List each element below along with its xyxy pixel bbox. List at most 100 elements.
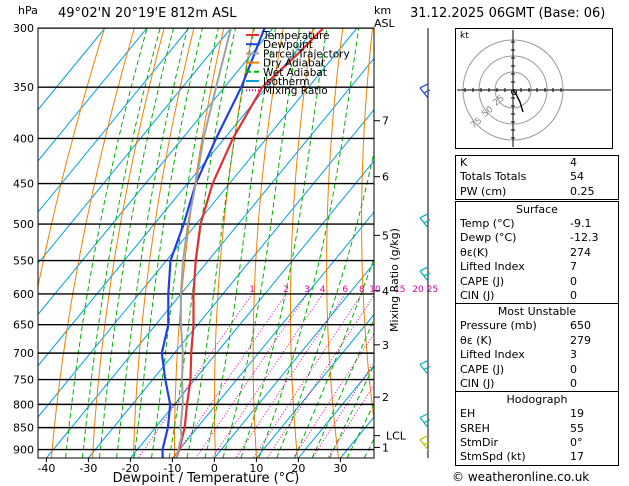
pressure-tick-label: 550 <box>13 255 34 268</box>
wind-barb <box>419 266 431 282</box>
pressure-tick-label: 300 <box>13 22 34 35</box>
isotherm-line <box>298 365 374 458</box>
index-label: SREH <box>460 421 490 435</box>
index-row: StmDir 0° <box>456 436 618 450</box>
index-value: 650 <box>570 319 591 333</box>
pressure-tick-label: 900 <box>13 444 34 457</box>
index-label: Lifted Index <box>460 260 525 274</box>
mixing-ratio-label: 25 <box>427 285 438 295</box>
index-value: 274 <box>570 245 591 259</box>
wet-adiabat-line <box>81 28 161 458</box>
km-tick-label: 2 <box>382 391 389 404</box>
index-value: 19 <box>570 407 584 421</box>
mixing-ratio-label: 1 <box>249 285 255 295</box>
pressure-tick-label: 800 <box>13 398 34 411</box>
pressure-tick-label: 500 <box>13 218 34 231</box>
mixing-ratio-label: 15 <box>394 285 405 295</box>
legend-label: Wet Adiabat <box>263 67 327 79</box>
copyright-footer[interactable]: © weatheronline.co.uk <box>452 470 590 484</box>
x-tick-label: -20 <box>121 462 139 475</box>
wet-adiabat-line <box>65 28 148 458</box>
pressure-tick-label: 450 <box>13 178 34 191</box>
dry-adiabat-line <box>290 28 314 458</box>
wind-barb <box>419 413 431 429</box>
index-label: StmSpd (kt) <box>460 450 526 464</box>
km-tick-label: 6 <box>382 171 389 184</box>
mixing-ratio-label: 3 <box>304 285 310 295</box>
km-label: km <box>374 4 392 17</box>
pressure-unit-label: hPa <box>18 4 38 17</box>
wind-barb <box>419 213 431 229</box>
index-label: PW (cm) <box>460 184 507 198</box>
index-row: StmSpd (kt) 17 <box>456 450 618 464</box>
mixing-ratio-line <box>266 294 374 458</box>
pressure-tick-label: 850 <box>13 422 34 435</box>
index-row: PW (cm) 0.25 <box>456 185 618 199</box>
asl-label: ASL <box>374 17 395 30</box>
legend-label: Dewpoint <box>263 39 313 51</box>
index-value: -9.1 <box>570 217 592 230</box>
isotherm-line <box>88 108 374 458</box>
mixing-ratio-line <box>173 293 287 458</box>
index-row: Pressure (mb) 650 <box>456 319 618 333</box>
series-temperature-line <box>175 28 325 458</box>
series-parcel-trajectory-line <box>175 28 232 458</box>
x-tick-label: -30 <box>79 462 97 475</box>
index-label: CIN (J) <box>460 376 495 390</box>
index-value: 54 <box>570 170 584 184</box>
dry-adiabat-line <box>92 28 165 458</box>
mixing-ratio-line <box>235 293 346 458</box>
pressure-tick-label: 400 <box>13 132 34 145</box>
stability-panel: Surface Temp (°C) -9.1 Dewp (°C) -12.3 θε(… <box>455 201 619 466</box>
hodograph-trace <box>512 89 524 113</box>
index-value: -12.3 <box>570 231 599 245</box>
dry-adiabat-line <box>133 28 195 458</box>
index-label: Dewp (°C) <box>460 231 517 245</box>
index-row: Temp (°C) -9.1 <box>456 217 618 231</box>
wet-adiabat-line <box>240 28 328 458</box>
index-value: 7 <box>570 260 577 274</box>
mixing-ratio-line <box>292 332 374 458</box>
isotherm-line <box>214 262 374 458</box>
index-label: CAPE (J) <box>460 362 505 376</box>
index-row: EH 19 <box>456 407 618 421</box>
isotherm-line <box>38 28 148 162</box>
mixing-ratio-label: 6 <box>342 285 348 295</box>
isotherm-line <box>46 57 374 458</box>
pressure-tick-label: 700 <box>13 347 34 360</box>
index-label: Pressure (mb) <box>460 319 537 333</box>
x-tick-label: 10 <box>249 462 263 475</box>
pressure-tick-label: 750 <box>13 374 34 387</box>
mixing-ratio-label: 2 <box>283 285 289 295</box>
index-row: Dewp (°C) -12.3 <box>456 231 618 245</box>
wind-barb <box>419 83 431 99</box>
isotherm-line <box>38 28 190 213</box>
index-value: 0 <box>570 274 577 288</box>
series-dewpoint-line <box>160 28 266 458</box>
km-unit-label: km ASL <box>374 4 395 30</box>
wet-adiabat-line <box>276 149 374 458</box>
index-row: SREH 55 <box>456 422 618 436</box>
wind-barb <box>419 435 431 450</box>
km-tick-label: LCL <box>386 430 407 443</box>
location-title: 49°02'N 20°19'E 812m ASL <box>58 6 237 21</box>
km-tick-label: 7 <box>382 115 389 128</box>
mixing-ratio-line <box>137 293 253 458</box>
mixing-ratio-line <box>195 293 308 458</box>
x-tick-label: -40 <box>37 462 55 475</box>
index-row: θε(K) 274 <box>456 246 618 260</box>
index-label: EH <box>460 407 476 421</box>
dry-adiabat-line <box>50 28 135 458</box>
mixing-ratio-label: 20 <box>412 285 424 295</box>
index-label: CAPE (J) <box>460 274 505 288</box>
index-value: 279 <box>570 333 591 347</box>
dry-adiabat-line <box>38 28 106 290</box>
km-tick-label: 5 <box>382 229 389 242</box>
wet-adiabat-line <box>311 317 374 458</box>
pressure-tick-label: 650 <box>13 319 34 332</box>
hodograph-title: Hodograph <box>506 393 568 407</box>
most-unstable-title: Most Unstable <box>497 305 577 319</box>
index-value: 3 <box>570 348 577 362</box>
km-tick-label: 4 <box>382 285 389 298</box>
